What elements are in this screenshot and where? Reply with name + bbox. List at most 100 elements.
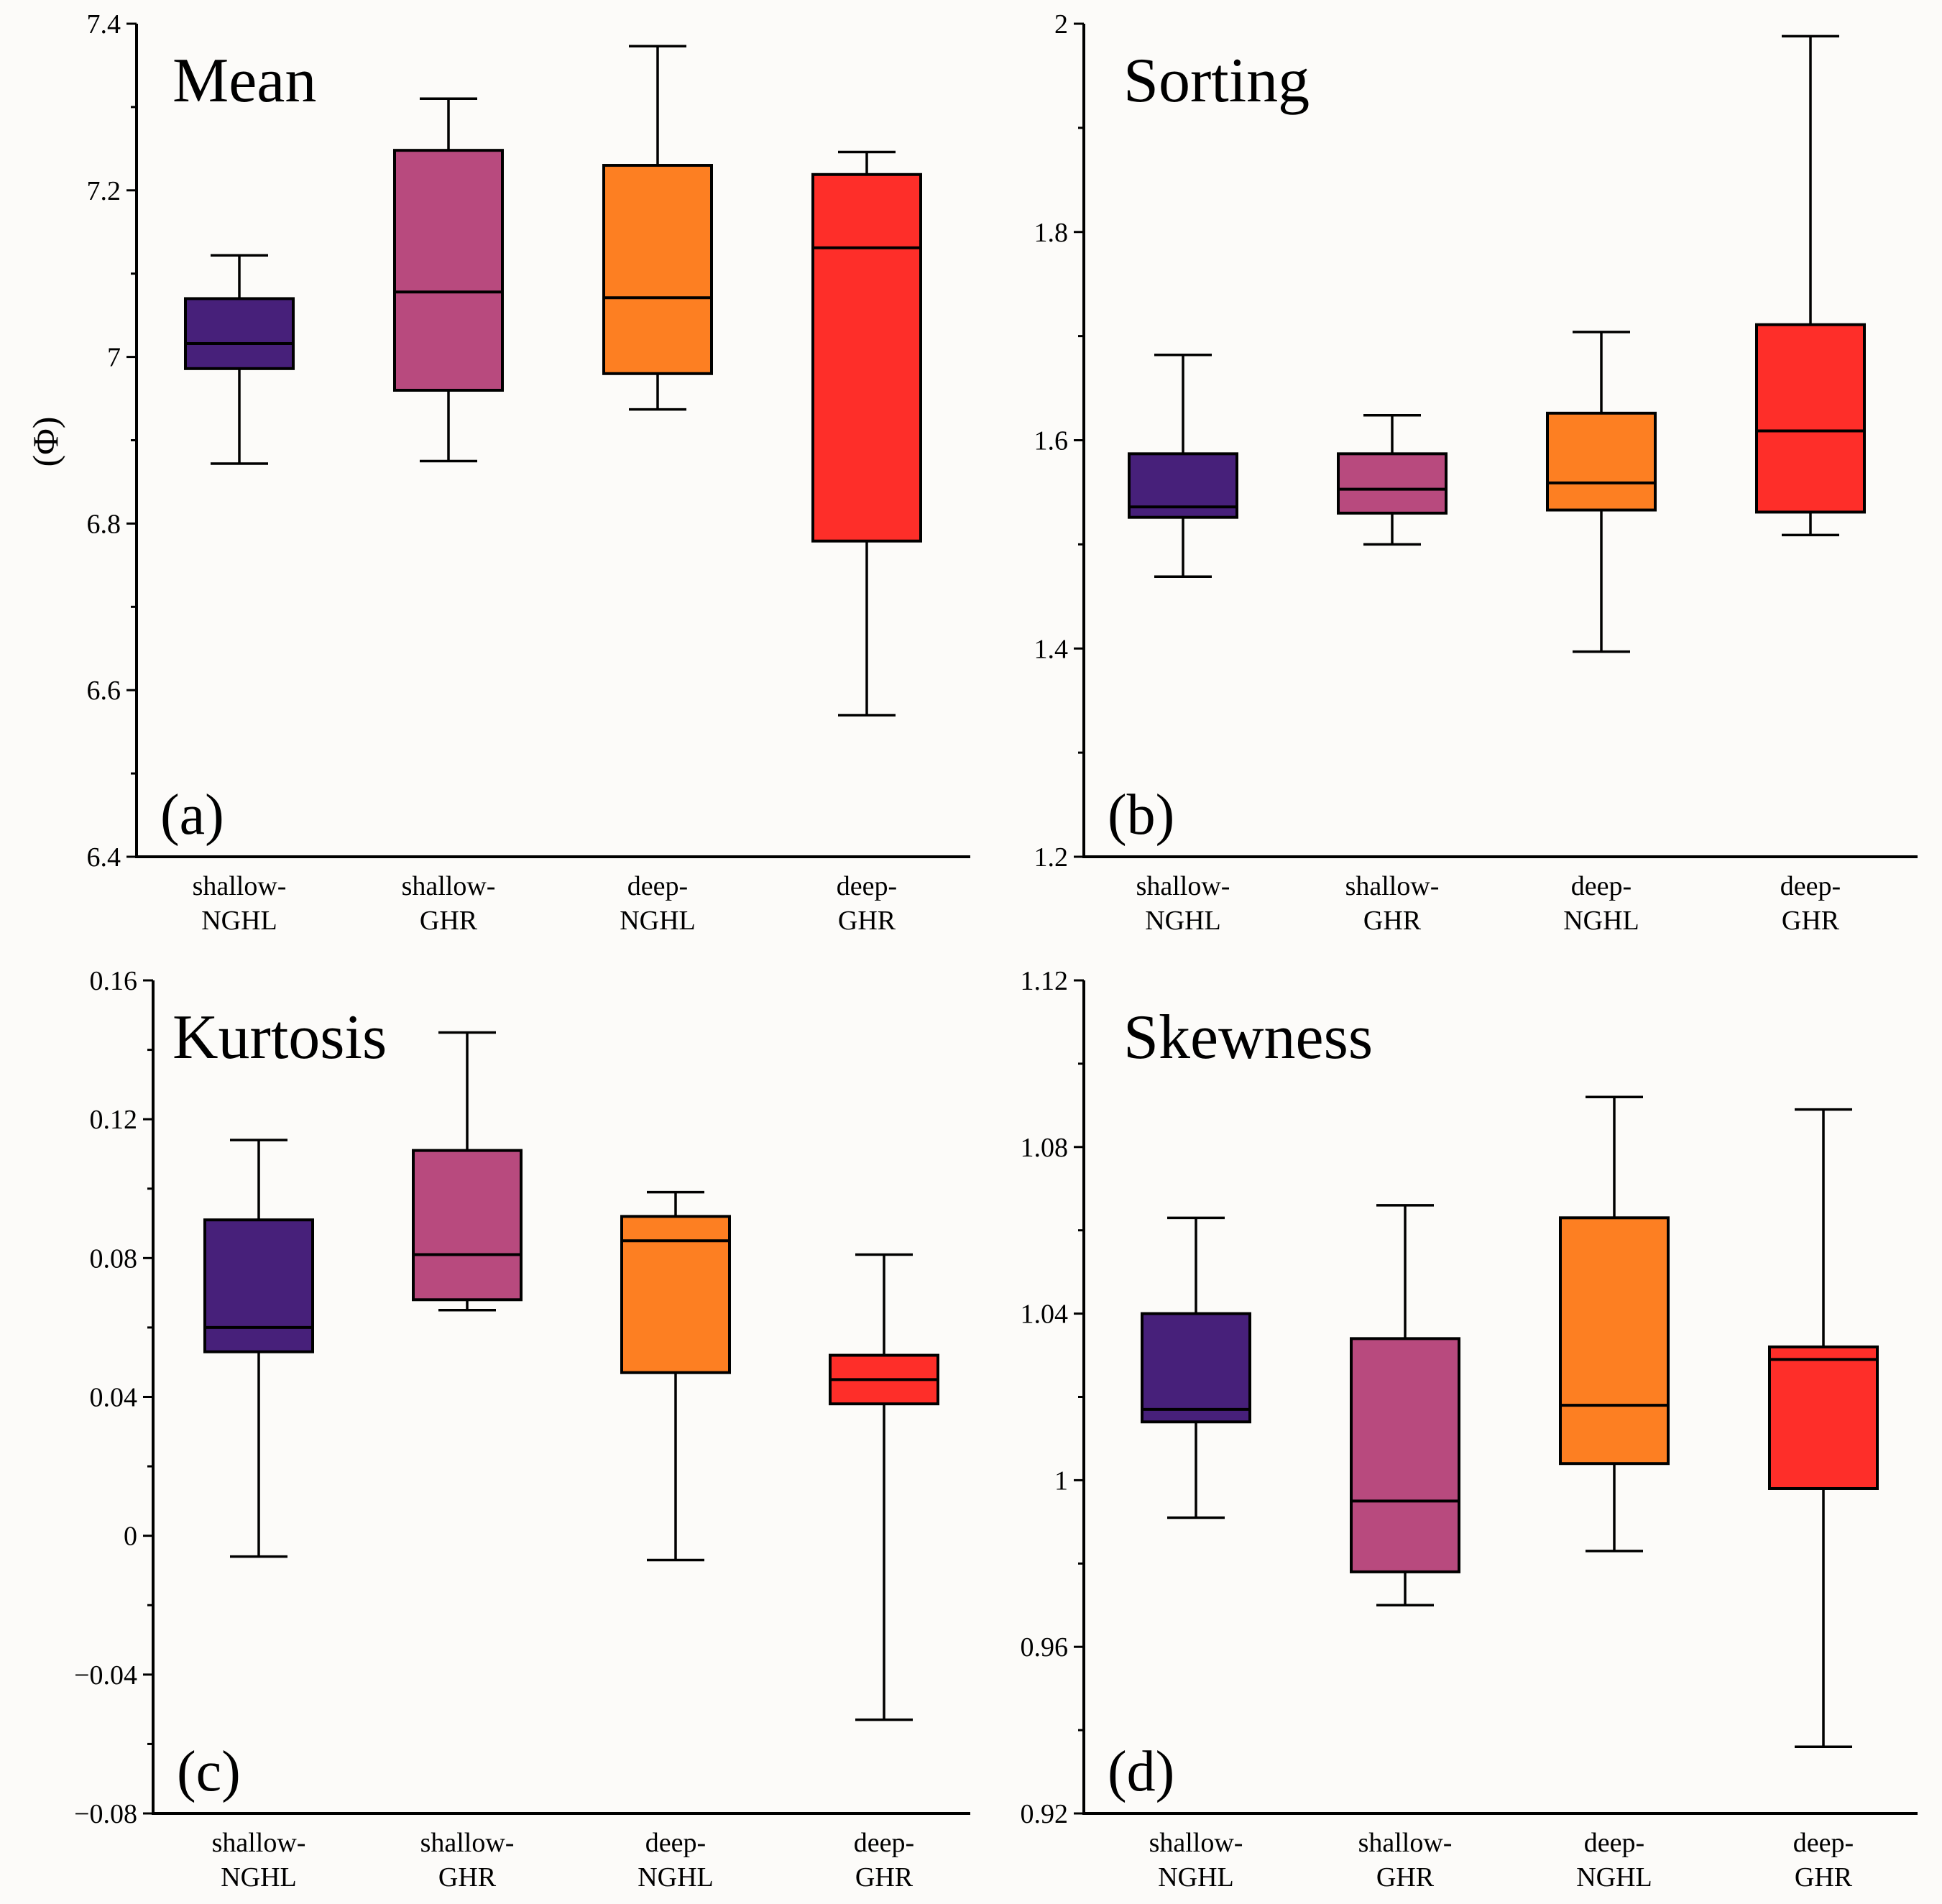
x-category-label-line2: GHR [438,1862,497,1892]
x-category-label-line2: NGHL [620,906,696,936]
y-tick-label: −0.04 [74,1660,137,1691]
x-category-label-line2: NGHL [201,906,277,936]
box-deep-GHR [829,1253,939,1721]
x-category-label-line1: deep- [1793,1828,1854,1858]
y-tick-label: 6.4 [87,842,121,873]
box-deep-GHR [1755,35,1866,537]
y-tick-label: 0.92 [1021,1799,1069,1829]
x-category-label-line1: deep- [1571,871,1632,901]
x-category-label-line2: NGHL [1145,906,1221,936]
y-tick-label: 6.6 [87,676,121,706]
y-tick-label: 1.8 [1034,218,1069,248]
y-tick-label: 1.2 [1034,842,1069,873]
x-category-label-line1: shallow- [1136,871,1230,901]
y-tick-label: 0.12 [90,1105,138,1135]
y-tick-label: 0 [124,1522,137,1552]
y-tick-label: 0.04 [90,1383,138,1413]
box-deep-GHR [1768,1108,1879,1749]
panel-mean: 6.4 6.6 6.8 7 7.2 7.4 (Φ) shallow- NGHL shallow- G… [25,9,970,936]
box-deep-GHR [811,150,922,717]
panel-title: Mean [172,46,316,116]
box-deep-NGHL [602,45,713,411]
y-tick-label: 7.2 [87,176,121,206]
iqr-box [412,1149,523,1302]
y-tick-label: 1.4 [1034,634,1069,664]
y-tick-label: 0.96 [1021,1632,1069,1662]
x-category-label-line1: shallow- [1345,871,1440,901]
box-shallow-GHR [1337,413,1448,546]
iqr-box [1546,411,1657,512]
box-deep-NGHL [620,1190,731,1562]
x-category-label-line2: NGHL [1158,1862,1234,1892]
panel-sorting: 1.2 1.4 1.6 1.8 2 shallow- NGHL shallow- GHR deep… [1034,9,1918,936]
iqr-box [203,1218,314,1353]
x-category-label-line1: deep- [627,871,688,901]
box-shallow-GHR [393,97,504,463]
y-tick-label: 7 [107,343,121,373]
iqr-box [620,1215,731,1374]
y-tick-label: 0.16 [90,966,138,996]
y-tick-label: 6.8 [87,509,121,539]
panel-label: (a) [160,783,224,847]
panel-label: (b) [1108,783,1174,847]
x-category-label-line2: GHR [1363,906,1422,936]
x-category-label-line2: NGHL [1563,906,1639,936]
box-deep-NGHL [1559,1095,1670,1553]
iqr-box [602,164,713,375]
y-tick-label: 0.08 [90,1243,138,1274]
x-category-label-line1: deep- [1780,871,1841,901]
panel-kurtosis: −0.08 −0.04 0 0.04 0.08 0.12 0.16 shallow- NGHL s… [74,966,970,1892]
iqr-box [393,149,504,392]
panel-label: (d) [1108,1740,1174,1803]
panel-title: Kurtosis [172,1003,387,1072]
iqr-box [1337,452,1448,515]
x-category-label-line1: deep- [854,1828,914,1858]
y-axis-label: (Φ) [25,417,65,467]
y-tick-label: 2 [1054,9,1068,40]
iqr-box [811,173,922,543]
iqr-box [184,297,295,370]
iqr-box [1755,323,1866,514]
x-category-label-line1: shallow- [1149,1828,1243,1858]
y-tick-label: 1.04 [1021,1300,1069,1330]
y-tick-label: 1.08 [1021,1133,1069,1163]
x-category-label-line1: shallow- [420,1828,515,1858]
x-category-label-line1: shallow- [193,871,287,901]
x-category-label-line2: GHR [838,906,896,936]
iqr-box [1768,1345,1879,1490]
x-category-label-line1: shallow- [402,871,496,901]
y-tick-label: 1.6 [1034,426,1069,456]
x-category-label-line2: NGHL [221,1862,297,1892]
x-category-label-line2: NGHL [638,1862,714,1892]
box-shallow-GHR [412,1031,523,1312]
x-category-label-line1: shallow- [1358,1828,1453,1858]
box-deep-NGHL [1546,331,1657,653]
iqr-box [1141,1312,1251,1424]
x-category-label-line2: GHR [1376,1862,1435,1892]
box-shallow-NGHL [1141,1216,1251,1519]
box-shallow-GHR [1350,1204,1460,1606]
iqr-box [1559,1216,1670,1466]
box-shallow-NGHL [203,1139,314,1558]
panel-skewness: 0.92 0.96 1 1.04 1.08 1.12 shallow- NGHL shallow… [1021,966,1918,1892]
x-category-label-line1: deep- [1584,1828,1644,1858]
y-tick-label: 7.4 [87,9,121,40]
iqr-box [1350,1337,1460,1573]
y-tick-label: 1 [1054,1466,1068,1496]
box-shallow-NGHL [1128,353,1238,579]
x-category-label-line2: GHR [1795,1862,1853,1892]
x-category-label-line1: deep- [837,871,897,901]
x-category-label-line1: deep- [645,1828,706,1858]
panel-label: (c) [177,1740,241,1803]
y-tick-label: −0.08 [74,1799,137,1829]
box-shallow-NGHL [184,254,295,465]
x-category-label-line2: GHR [855,1862,914,1892]
y-tick-label: 1.12 [1021,966,1069,996]
panel-title: Sorting [1123,46,1310,116]
x-category-label-line2: GHR [420,906,478,936]
panel-title: Skewness [1123,1003,1373,1072]
x-category-label-line1: shallow- [212,1828,306,1858]
x-category-label-line2: GHR [1782,906,1840,936]
x-category-label-line2: NGHL [1576,1862,1652,1892]
